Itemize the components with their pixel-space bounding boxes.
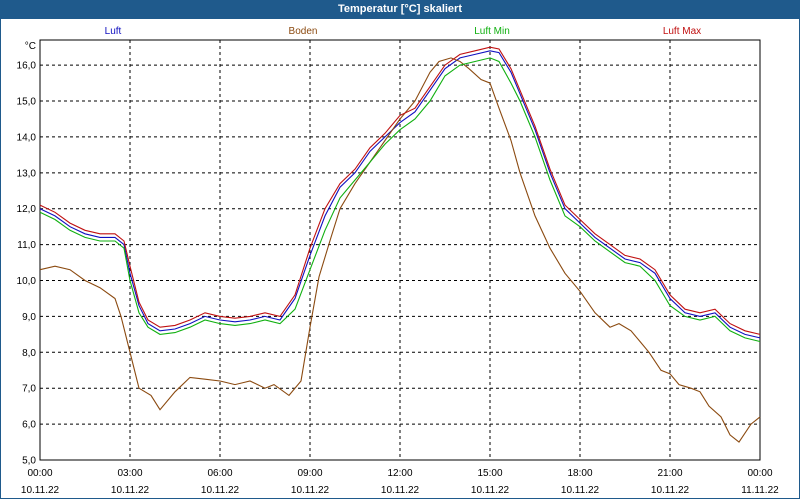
y-tick-label: 6,0 xyxy=(22,420,36,431)
x-tick-date: 10.11.22 xyxy=(291,485,330,496)
x-tick-date: 10.11.22 xyxy=(471,485,510,496)
plot-border xyxy=(39,39,761,461)
legend: Luft Boden Luft Min Luft Max xyxy=(105,26,702,37)
x-tick-time: 09:00 xyxy=(297,468,322,479)
y-tick-label: 10,0 xyxy=(17,276,37,287)
x-tick-date: 10.11.22 xyxy=(381,485,420,496)
y-axis-label: °C xyxy=(25,41,36,52)
tick-labels: 5,0 6,0 7,0 8,0 9,0 10,0 11,0 12,0 13,0 14,0 15,0 1… xyxy=(17,41,780,496)
series-lines xyxy=(39,46,761,443)
x-tick-time: 15:00 xyxy=(477,468,502,479)
y-tick-label: 8,0 xyxy=(22,348,36,359)
y-tick-label: 15,0 xyxy=(17,97,37,108)
series-line-luft-max xyxy=(39,46,761,335)
chart-title: Temperatur [°C] skaliert xyxy=(0,0,800,19)
x-tick-date: 10.11.22 xyxy=(201,485,240,496)
x-tick-time: 21:00 xyxy=(657,468,682,479)
legend-entry: Luft Min xyxy=(474,26,510,37)
x-tick-time: 18:00 xyxy=(567,468,592,479)
axes xyxy=(39,39,761,461)
x-tick-time: 06:00 xyxy=(207,468,232,479)
x-tick-date: 11.11.22 xyxy=(741,485,779,496)
y-tick-label: 12,0 xyxy=(17,204,37,215)
x-tick-time: 00:00 xyxy=(27,468,52,479)
x-tick-date: 10.11.22 xyxy=(651,485,690,496)
x-tick-date: 10.11.22 xyxy=(21,485,60,496)
x-tick-date: 10.11.22 xyxy=(111,485,150,496)
y-tick-label: 14,0 xyxy=(17,132,37,143)
y-tick-label: 11,0 xyxy=(17,240,36,251)
y-tick-label: 13,0 xyxy=(17,168,37,179)
series-line-boden xyxy=(39,57,761,443)
x-tick-date: 10.11.22 xyxy=(561,485,600,496)
legend-entry: Luft xyxy=(105,26,122,37)
y-tick-label: 5,0 xyxy=(22,456,36,467)
x-tick-time: 12:00 xyxy=(387,468,412,479)
x-tick-time: 00:00 xyxy=(747,468,772,479)
y-tick-label: 7,0 xyxy=(22,384,36,395)
x-tick-time: 03:00 xyxy=(117,468,142,479)
grid xyxy=(40,40,760,461)
y-tick-label: 9,0 xyxy=(22,312,36,323)
legend-entry: Boden xyxy=(289,26,318,37)
series-line-luft-min xyxy=(39,57,761,343)
y-tick-label: 16,0 xyxy=(17,61,37,72)
legend-entry: Luft Max xyxy=(663,26,701,37)
